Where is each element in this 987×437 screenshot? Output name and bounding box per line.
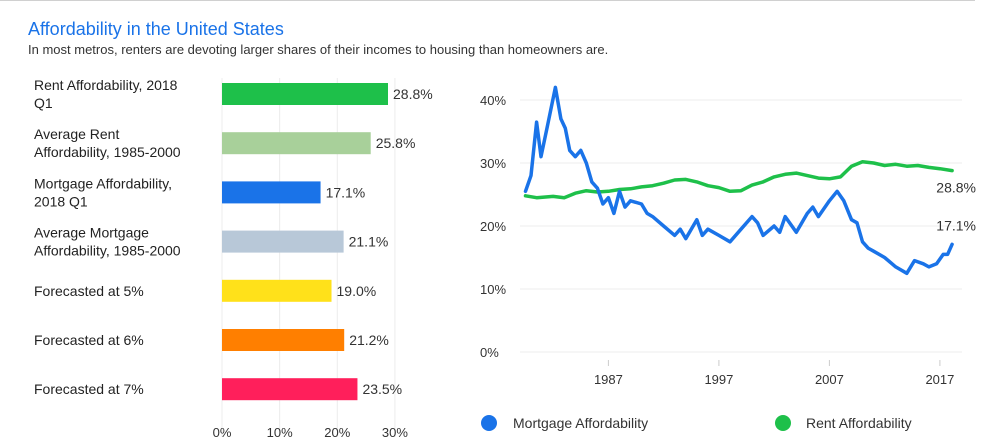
top-divider <box>0 0 975 1</box>
bar <box>222 83 388 105</box>
bar-category-label: Average Mortgage <box>34 225 149 241</box>
bar-x-tick-label: 20% <box>324 425 350 437</box>
bar-value-label: 25.8% <box>376 135 416 151</box>
rent-legend-label: Rent Affordability <box>806 415 912 431</box>
bar-x-tick-label: 30% <box>382 425 408 437</box>
rent-legend-marker <box>775 415 791 431</box>
line-y-tick-label: 30% <box>480 156 506 171</box>
bar <box>222 181 321 204</box>
bar-x-tick-label: 0% <box>213 425 232 437</box>
bar <box>222 279 332 302</box>
line-y-tick-label: 40% <box>480 93 506 108</box>
bar <box>222 329 345 351</box>
bar <box>222 132 371 155</box>
bar-value-label: 23.5% <box>362 381 402 397</box>
mortgage-legend-marker <box>481 415 497 431</box>
line-x-tick-label: 1997 <box>704 372 733 387</box>
bar <box>222 230 344 253</box>
line-x-tick-label: 1987 <box>594 372 623 387</box>
mortgage-legend-label: Mortgage Affordability <box>513 415 648 431</box>
bar-category-label: 2018 Q1 <box>34 193 88 209</box>
line-y-tick-label: 10% <box>480 282 506 297</box>
bar-category-label: Forecasted at 5% <box>34 283 144 299</box>
bar-category-label: Rent Affordability, 2018 <box>34 77 178 93</box>
bar-category-label: Forecasted at 6% <box>34 332 144 348</box>
bar-category-label: Average Rent <box>34 126 119 142</box>
bar-value-label: 19.0% <box>337 283 377 299</box>
bar-value-label: 28.8% <box>393 86 433 102</box>
bar-value-label: 17.1% <box>326 184 366 200</box>
bar-value-label: 21.1% <box>349 234 389 250</box>
bar-x-tick-label: 10% <box>267 425 293 437</box>
line-y-tick-label: 0% <box>480 345 499 360</box>
page-title: Affordability in the United States <box>28 19 284 39</box>
bar-value-label: 21.2% <box>349 332 389 348</box>
bar-category-label: Q1 <box>34 95 53 111</box>
rent-end-label: 28.8% <box>936 180 976 196</box>
line-y-tick-label: 20% <box>480 219 506 234</box>
mortgage-affordability-line <box>523 85 954 276</box>
bar-category-label: Forecasted at 7% <box>34 381 144 397</box>
rent-affordability-line <box>523 159 954 200</box>
mortgage-end-label: 17.1% <box>936 217 976 233</box>
bar-category-label: Affordability, 1985-2000 <box>34 144 181 160</box>
line-x-tick-label: 2007 <box>815 372 844 387</box>
bar-chart: 0% 10% 20% 30% 28.8% Rent Affordability, 2018… <box>34 77 433 437</box>
bar <box>222 378 358 401</box>
bar-category-label: Mortgage Affordability, <box>34 175 172 191</box>
line-x-tick-label: 2017 <box>925 372 954 387</box>
bar-category-label: Affordability, 1985-2000 <box>34 243 181 259</box>
page-subtitle: In most metros, renters are devoting lar… <box>28 42 609 57</box>
